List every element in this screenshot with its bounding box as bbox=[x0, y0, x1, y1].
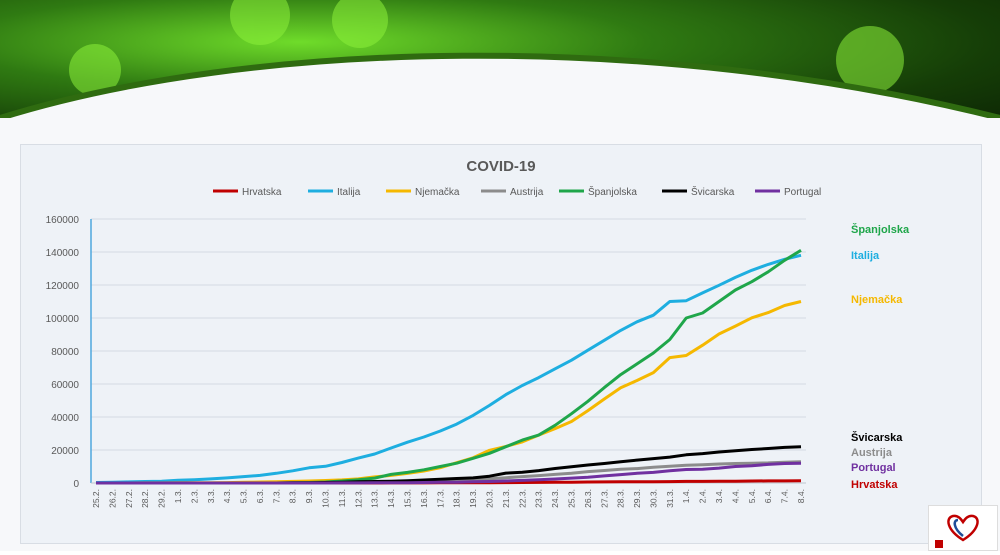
y-tick-label: 140000 bbox=[46, 248, 80, 259]
y-tick-label: 20000 bbox=[51, 446, 79, 457]
x-tick-label: 13.3. bbox=[370, 489, 380, 508]
line-chart: COVID-19 Hrvatska Italija Njemačka Austrija… bbox=[46, 158, 910, 508]
x-tick-label: 22.3. bbox=[517, 489, 527, 508]
series-end-label: Portugal bbox=[851, 462, 896, 474]
x-tick-label: 28.3. bbox=[616, 489, 626, 508]
x-tick-label: 4.3. bbox=[222, 489, 232, 503]
y-tick-label: 120000 bbox=[46, 281, 80, 292]
y-tick-label: 40000 bbox=[51, 413, 79, 424]
y-tick-label: 60000 bbox=[51, 380, 79, 391]
series-line bbox=[96, 461, 802, 485]
series-end-label: Njemačka bbox=[851, 294, 903, 306]
x-tick-label: 7.3. bbox=[271, 489, 281, 503]
x-tick-label: 25.2. bbox=[91, 489, 101, 508]
x-tick-label: 12.3. bbox=[353, 489, 363, 508]
y-tick-label: 80000 bbox=[51, 347, 79, 358]
x-tick-label: 9.3. bbox=[304, 489, 314, 503]
legend-item: Italija bbox=[308, 187, 361, 198]
x-tick-label: 2.3. bbox=[189, 489, 199, 503]
x-tick-label: 8.3. bbox=[288, 489, 298, 503]
legend-label: Italija bbox=[337, 187, 361, 198]
x-tick-label: 4.4. bbox=[730, 489, 740, 503]
x-tick-label: 14.3. bbox=[386, 489, 396, 508]
x-tick-label: 29.2. bbox=[157, 489, 167, 508]
y-tick-label: 160000 bbox=[46, 215, 80, 226]
x-tick-label: 16.3. bbox=[419, 489, 429, 508]
x-tick-label: 27.2. bbox=[124, 489, 134, 508]
x-tick-label: 28.2. bbox=[140, 489, 150, 508]
legend-item: Njemačka bbox=[386, 187, 460, 198]
x-tick-label: 31.3. bbox=[665, 489, 675, 508]
series-lines bbox=[95, 249, 802, 485]
legend-label: Švicarska bbox=[691, 185, 735, 198]
x-axis: 25.2. 26.2. 27.2. 28.2. 29.2. 1.3. 2.3. 3.3. 4.3… bbox=[91, 489, 806, 508]
x-tick-label: 5.4. bbox=[747, 489, 757, 503]
x-tick-label: 2.4. bbox=[698, 489, 708, 503]
x-tick-label: 29.3. bbox=[632, 489, 642, 508]
chart-container: COVID-19 Hrvatska Italija Njemačka Austrija… bbox=[20, 144, 982, 544]
heart-logo-icon bbox=[935, 514, 979, 548]
x-tick-label: 7.4. bbox=[780, 489, 790, 503]
x-tick-label: 23.3. bbox=[534, 489, 544, 508]
x-tick-label: 11.3. bbox=[337, 489, 347, 507]
x-tick-label: 5.3. bbox=[239, 489, 249, 503]
x-tick-label: 30.3. bbox=[648, 489, 658, 508]
y-tick-label: 100000 bbox=[46, 314, 80, 325]
x-tick-label: 18.3. bbox=[452, 489, 462, 508]
chart-title: COVID-19 bbox=[466, 158, 535, 175]
x-tick-label: 19.3. bbox=[468, 489, 478, 508]
ministry-logo bbox=[928, 505, 998, 551]
series-end-label: Italija bbox=[851, 250, 880, 262]
x-tick-label: 25.3. bbox=[566, 489, 576, 508]
x-tick-label: 24.3. bbox=[550, 489, 560, 508]
x-tick-label: 21.3. bbox=[501, 489, 511, 508]
x-tick-label: 6.3. bbox=[255, 489, 265, 503]
end-labels: Hrvatska Italija Njemačka Austrija Španjolsk… bbox=[851, 223, 910, 491]
legend-label: Španjolska bbox=[588, 185, 637, 198]
legend-item: Švicarska bbox=[662, 185, 735, 198]
legend-item: Hrvatska bbox=[213, 187, 282, 198]
legend-item: Španjolska bbox=[559, 185, 637, 198]
legend-label: Njemačka bbox=[415, 187, 460, 198]
series-end-label: Hrvatska bbox=[851, 479, 898, 491]
y-tick-label: 0 bbox=[73, 479, 79, 490]
x-tick-label: 8.4. bbox=[796, 489, 806, 503]
legend: Hrvatska Italija Njemačka Austrija Španjolsk… bbox=[213, 185, 821, 198]
x-tick-label: 6.4. bbox=[763, 489, 773, 503]
x-tick-label: 3.3. bbox=[206, 489, 216, 503]
legend-item: Portugal bbox=[755, 187, 821, 198]
legend-label: Hrvatska bbox=[242, 187, 282, 198]
x-tick-label: 1.3. bbox=[173, 489, 183, 503]
legend-item: Austrija bbox=[481, 187, 544, 198]
legend-label: Austrija bbox=[510, 187, 544, 198]
x-tick-label: 26.2. bbox=[107, 489, 117, 508]
x-tick-label: 1.4. bbox=[681, 489, 691, 503]
x-tick-label: 20.3. bbox=[484, 489, 494, 508]
series-end-label: Švicarska bbox=[851, 431, 903, 444]
series-line bbox=[96, 300, 802, 485]
x-tick-label: 3.4. bbox=[714, 489, 724, 503]
x-tick-label: 17.3. bbox=[435, 489, 445, 508]
series-end-label: Austrija bbox=[851, 447, 893, 459]
x-tick-label: 15.3. bbox=[403, 489, 413, 508]
x-tick-label: 26.3. bbox=[583, 489, 593, 508]
x-tick-label: 27.3. bbox=[599, 489, 609, 508]
series-line bbox=[95, 253, 802, 484]
grid-lines bbox=[91, 218, 806, 484]
x-tick-label: 10.3. bbox=[321, 489, 331, 508]
legend-label: Portugal bbox=[784, 187, 821, 198]
series-end-label: Španjolska bbox=[851, 223, 910, 236]
